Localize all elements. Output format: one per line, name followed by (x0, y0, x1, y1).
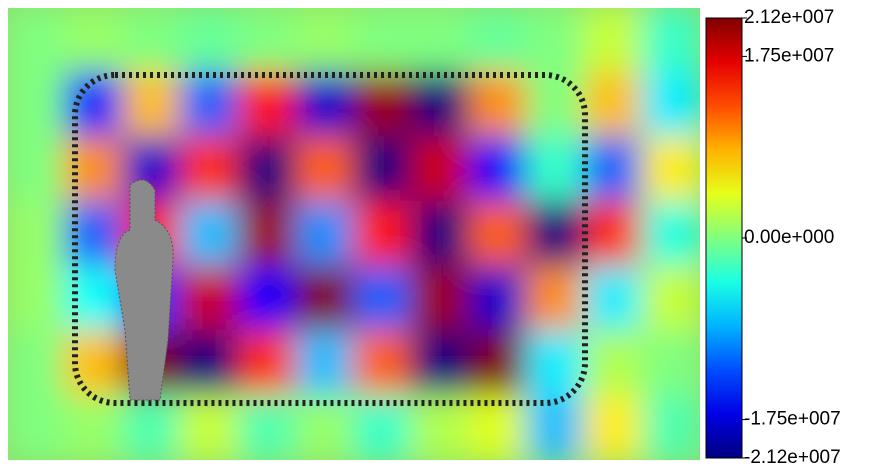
colorbar (705, 17, 743, 459)
field-cell (8, 265, 67, 332)
field-cell (295, 136, 355, 203)
field-cell (237, 265, 298, 332)
field-cell (468, 200, 528, 268)
field-cell (295, 200, 355, 268)
field-cell (8, 394, 67, 460)
field-cell (641, 8, 700, 74)
field-cell (353, 265, 413, 332)
field-cell (526, 71, 586, 139)
field-cell (410, 329, 471, 397)
field-cell (526, 200, 586, 268)
colorbar-tick-label: 2.12e+007 (744, 7, 834, 28)
field-cell (526, 8, 586, 74)
field-cell (526, 136, 586, 203)
colorbar-tick-label: 0.00e+000 (744, 227, 834, 248)
field-cell (641, 136, 700, 203)
field-cell (8, 8, 67, 74)
field-cell (122, 71, 182, 139)
field-cell (468, 71, 528, 139)
field-cell (295, 8, 355, 74)
field-cell (583, 329, 644, 397)
field-cell (641, 265, 700, 332)
field-cell (353, 136, 413, 203)
field-cell (410, 200, 471, 268)
field-cell (8, 136, 67, 203)
field-cell (122, 394, 182, 460)
field-cell (526, 329, 586, 397)
field-cell (353, 329, 413, 397)
field-cell (468, 136, 528, 203)
field-cell (353, 394, 413, 460)
field-cell (64, 8, 125, 74)
field-cell (295, 265, 355, 332)
field-cell (237, 329, 298, 397)
field-cell (526, 265, 586, 332)
field-cell (295, 71, 355, 139)
field-cell (641, 329, 700, 397)
field-cell (583, 136, 644, 203)
field-cell (468, 8, 528, 74)
field-cell (8, 71, 67, 139)
human-figure (114, 179, 174, 401)
field-cell (410, 136, 471, 203)
field-cell (237, 8, 298, 74)
field (8, 8, 700, 460)
field-cell (583, 8, 644, 74)
field-cell (410, 265, 471, 332)
colorbar-tick-label: -1.75e+007 (744, 409, 841, 430)
field-cell (468, 329, 528, 397)
field-cell (353, 8, 413, 74)
field-cell (180, 136, 240, 203)
field-cell (122, 8, 182, 74)
field-cell (641, 200, 700, 268)
field-cell (468, 394, 528, 460)
field-cell (641, 71, 700, 139)
field-cell (64, 136, 125, 203)
cavity-wall (72, 72, 588, 406)
field-cell (180, 200, 240, 268)
field-cell (353, 71, 413, 139)
field-cell (583, 394, 644, 460)
field-cell (180, 329, 240, 397)
field-cell (583, 265, 644, 332)
field-cell (410, 8, 471, 74)
field-cell (410, 71, 471, 139)
field-cell (64, 200, 125, 268)
field-cell (237, 200, 298, 268)
field-cell (8, 200, 67, 268)
field-cell (237, 71, 298, 139)
field-cell (8, 329, 67, 397)
colorbar-tick-label: -2.12e+007 (744, 447, 841, 468)
field-cell (180, 71, 240, 139)
field-cell (180, 394, 240, 460)
colorbar-tick-label: 1.75e+007 (744, 45, 834, 66)
field-cell (295, 329, 355, 397)
field-cell (237, 136, 298, 203)
plot-area (8, 8, 700, 460)
field-cell (583, 71, 644, 139)
field-cell (180, 8, 240, 74)
field-cell (641, 394, 700, 460)
field-cell (353, 200, 413, 268)
field-cell (468, 265, 528, 332)
field-cell (410, 394, 471, 460)
field-cell (180, 265, 240, 332)
field-cell (583, 200, 644, 268)
